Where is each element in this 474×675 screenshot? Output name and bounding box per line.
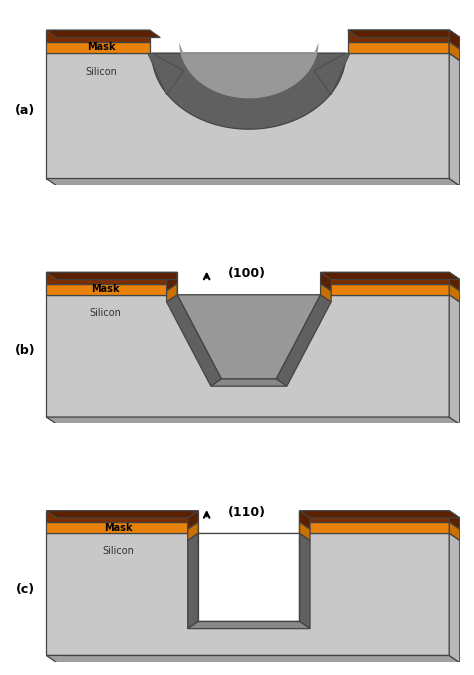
Polygon shape bbox=[46, 30, 160, 38]
Polygon shape bbox=[169, 295, 221, 385]
Polygon shape bbox=[152, 53, 346, 129]
Polygon shape bbox=[188, 533, 198, 628]
Polygon shape bbox=[188, 522, 198, 541]
Bar bbox=[46, 511, 198, 522]
Text: (100): (100) bbox=[228, 267, 266, 280]
Bar bbox=[320, 284, 449, 295]
Polygon shape bbox=[449, 53, 460, 186]
Polygon shape bbox=[46, 511, 198, 518]
Polygon shape bbox=[348, 30, 460, 38]
Bar bbox=[198, 533, 300, 622]
Polygon shape bbox=[449, 284, 460, 302]
Polygon shape bbox=[46, 417, 460, 425]
Text: (110): (110) bbox=[228, 506, 266, 519]
Bar bbox=[46, 42, 150, 53]
Polygon shape bbox=[276, 295, 331, 386]
Bar bbox=[46, 272, 177, 284]
Text: (a): (a) bbox=[15, 104, 36, 117]
Polygon shape bbox=[188, 622, 310, 628]
Bar bbox=[320, 272, 449, 284]
Polygon shape bbox=[314, 53, 350, 95]
Polygon shape bbox=[320, 284, 331, 302]
Text: Silicon: Silicon bbox=[90, 308, 121, 318]
Bar bbox=[300, 511, 449, 522]
Polygon shape bbox=[449, 30, 460, 49]
Polygon shape bbox=[166, 272, 177, 291]
Bar bbox=[46, 522, 198, 533]
Polygon shape bbox=[300, 533, 310, 628]
Polygon shape bbox=[300, 511, 460, 518]
Polygon shape bbox=[211, 379, 287, 386]
Bar bbox=[46, 295, 449, 417]
Text: Silicon: Silicon bbox=[102, 546, 134, 556]
Polygon shape bbox=[449, 511, 460, 529]
Bar bbox=[198, 533, 300, 622]
Bar bbox=[46, 533, 449, 655]
Polygon shape bbox=[449, 522, 460, 541]
Polygon shape bbox=[46, 272, 177, 279]
Polygon shape bbox=[46, 655, 460, 663]
Polygon shape bbox=[179, 43, 319, 99]
Bar bbox=[46, 30, 150, 42]
Polygon shape bbox=[188, 511, 198, 529]
Polygon shape bbox=[449, 272, 460, 291]
Text: Mask: Mask bbox=[87, 43, 116, 53]
Text: (b): (b) bbox=[15, 344, 36, 357]
Polygon shape bbox=[449, 42, 460, 61]
Text: (c): (c) bbox=[16, 583, 35, 596]
Polygon shape bbox=[320, 272, 331, 291]
Bar bbox=[46, 284, 177, 295]
Polygon shape bbox=[177, 295, 320, 379]
Polygon shape bbox=[46, 178, 460, 186]
Bar bbox=[348, 30, 449, 42]
Polygon shape bbox=[320, 272, 460, 279]
Polygon shape bbox=[449, 295, 460, 425]
Polygon shape bbox=[147, 53, 183, 95]
Polygon shape bbox=[166, 284, 177, 302]
Polygon shape bbox=[300, 522, 310, 541]
Polygon shape bbox=[166, 295, 221, 386]
Polygon shape bbox=[449, 533, 460, 663]
Polygon shape bbox=[300, 511, 310, 529]
Polygon shape bbox=[348, 30, 460, 38]
Polygon shape bbox=[449, 30, 460, 49]
Polygon shape bbox=[449, 42, 460, 61]
Bar bbox=[46, 53, 449, 178]
Text: Mask: Mask bbox=[91, 284, 119, 294]
Bar bbox=[348, 42, 449, 53]
Text: Silicon: Silicon bbox=[85, 67, 117, 77]
Bar bbox=[300, 522, 449, 533]
Text: Mask: Mask bbox=[104, 522, 132, 533]
